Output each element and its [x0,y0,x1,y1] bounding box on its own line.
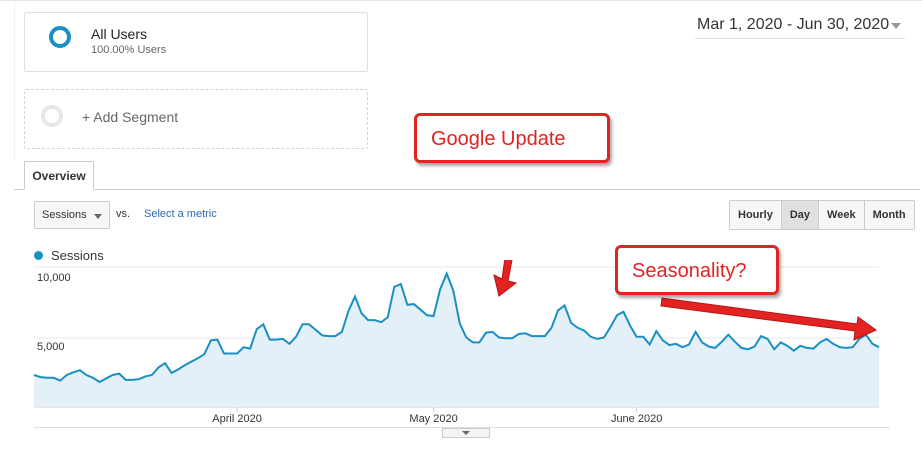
segment-name: All Users [91,26,148,42]
top-divider [0,0,922,1]
sessions-area [34,273,879,407]
chart-expander-button[interactable] [442,428,490,438]
add-segment-button[interactable]: + Add Segment [24,89,368,149]
y-tick-label: 10,000 [37,272,71,284]
vs-label: vs. [116,208,131,220]
seasonality-callout: Seasonality? [615,245,779,295]
hourly-button[interactable]: Hourly [730,201,782,229]
empty-segment-ring-icon [41,105,63,127]
bottom-divider [34,427,890,428]
month-button[interactable]: Month [864,201,914,229]
y-tick-label: 5,000 [37,341,65,353]
segment-ring-icon [49,26,71,48]
chevron-down-icon [891,23,901,29]
legend-dot-icon [34,251,43,260]
add-segment-label: + Add Segment [82,109,179,125]
chevron-down-icon [462,431,470,435]
legend-sessions: Sessions [51,248,104,263]
day-button[interactable]: Day [781,201,820,229]
week-button[interactable]: Week [819,201,865,229]
segment-all-users[interactable]: All Users 100.00% Users [24,12,368,72]
date-range-picker[interactable]: Mar 1, 2020 - Jun 30, 2020 [695,12,905,39]
date-range-label: Mar 1, 2020 - Jun 30, 2020 [697,16,890,33]
granularity-buttons: Hourly Day Week Month [729,200,915,230]
left-divider [14,0,15,160]
x-tick-label: April 2020 [212,413,262,425]
google-update-callout: Google Update [414,113,610,163]
google-update-arrow [493,260,518,297]
x-tick-label: May 2020 [409,413,457,425]
metric-select[interactable]: Sessions [34,201,110,229]
tab-overview[interactable]: Overview [24,161,94,190]
chevron-down-icon [94,214,102,219]
sessions-chart: 10,000 5,000 April 2020 May 2020 June 2020 [33,260,880,425]
x-tick-label: June 2020 [611,413,662,425]
metric-select-value: Sessions [42,209,87,221]
tab-divider [14,189,920,190]
seasonality-arrow [660,297,877,341]
select-metric-link[interactable]: Select a metric [144,208,217,220]
segment-subtitle: 100.00% Users [91,44,167,56]
sessions-line [33,270,880,384]
